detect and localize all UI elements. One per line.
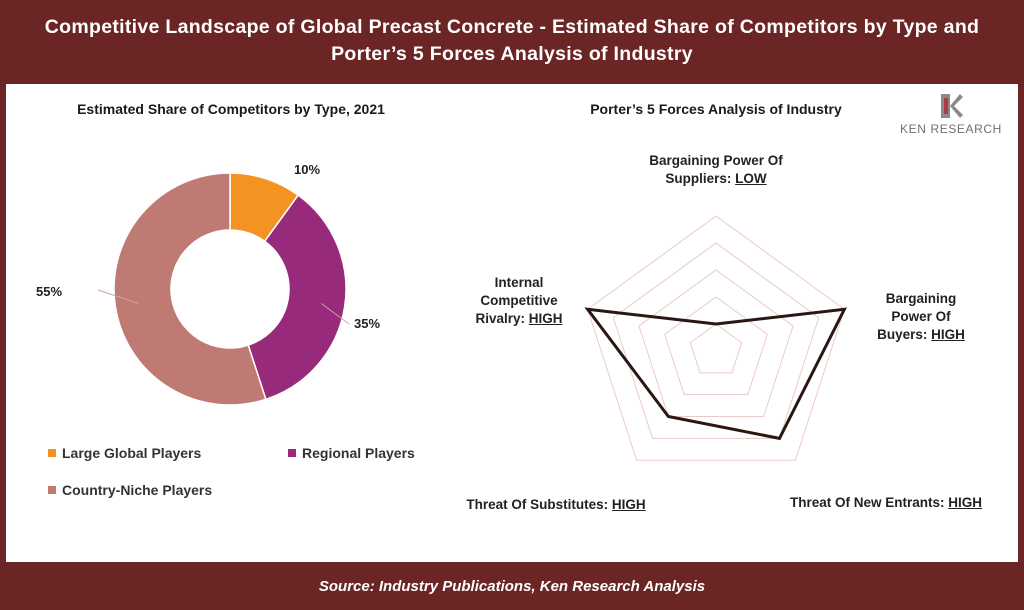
radar-gridline-2 [664,296,768,396]
donut-chart-title: Estimated Share of Competitors by Type, … [77,101,385,117]
legend-label-country-niche: Country-Niche Players [62,482,213,498]
axis-level-new-entrants: HIGH [948,495,983,510]
leader-line-regional [321,303,350,325]
slide-title: Competitive Landscape of Global Precast … [44,16,980,65]
donut-chart [97,172,350,406]
legend-swatch-regional [288,449,296,457]
axis-name-suppliers: Bargaining Power Of Suppliers: [649,153,783,186]
axis-label-buyers: Bargaining Power Of Buyers: HIGH [876,290,966,344]
axis-label-rivalry: Internal Competitive Rivalry: HIGH [464,274,574,328]
legend-item-country-niche: Country-Niche Players [48,482,212,498]
donut-slice-country-niche [113,172,267,406]
axis-label-suppliers: Bargaining Power Of Suppliers: LOW [616,152,816,188]
ken-research-logo: KEN RESEARCH [886,92,1016,140]
axis-label-new-entrants: Threat Of New Entrants: HIGH [786,494,986,512]
axis-level-rivalry: HIGH [528,311,563,326]
footer-bar: Source: Industry Publications, Ken Resea… [0,562,1024,610]
legend-item-regional: Regional Players [288,445,415,461]
axis-name-substitutes: Threat Of Substitutes: [466,497,609,512]
axis-name-rivalry: Internal Competitive Rivalry: [475,275,558,326]
radar-chart [584,215,847,461]
logo-text: KEN RESEARCH [900,122,1002,136]
axis-name-new-entrants: Threat Of New Entrants: [789,495,945,510]
radar-series-line [584,307,847,441]
data-label-large-global: 10% [294,162,321,177]
axis-label-substitutes: Threat Of Substitutes: HIGH [461,496,651,514]
legend-item-large-global: Large Global Players [48,445,201,461]
donut-slice-regional [247,194,347,401]
radar-gridline-4 [612,242,820,439]
leader-line-country-niche [97,289,139,304]
legend-label-regional: Regional Players [302,445,415,461]
legend-swatch-large-global [48,449,56,457]
header-bar: Competitive Landscape of Global Precast … [0,0,1024,82]
axis-level-substitutes: HIGH [611,497,646,512]
axis-level-suppliers: LOW [735,171,767,186]
data-label-regional: 35% [354,316,381,331]
legend-label-large-global: Large Global Players [62,445,202,461]
axis-level-buyers: HIGH [931,327,965,342]
ken-research-logo-icon [941,94,963,118]
content-panel: Estimated Share of Competitors by Type, … [6,84,1018,562]
radar-chart-title: Porter’s 5 Forces Analysis of Industry [590,101,842,117]
legend-swatch-country-niche [48,486,56,494]
source-text: Source: Industry Publications, Ken Resea… [318,577,706,595]
radar-gridline-1 [689,323,743,374]
data-label-country-niche: 55% [36,284,63,299]
radar-gridline-5 [587,215,845,461]
axis-name-buyers: Bargaining Power Of Buyers: [877,291,957,342]
